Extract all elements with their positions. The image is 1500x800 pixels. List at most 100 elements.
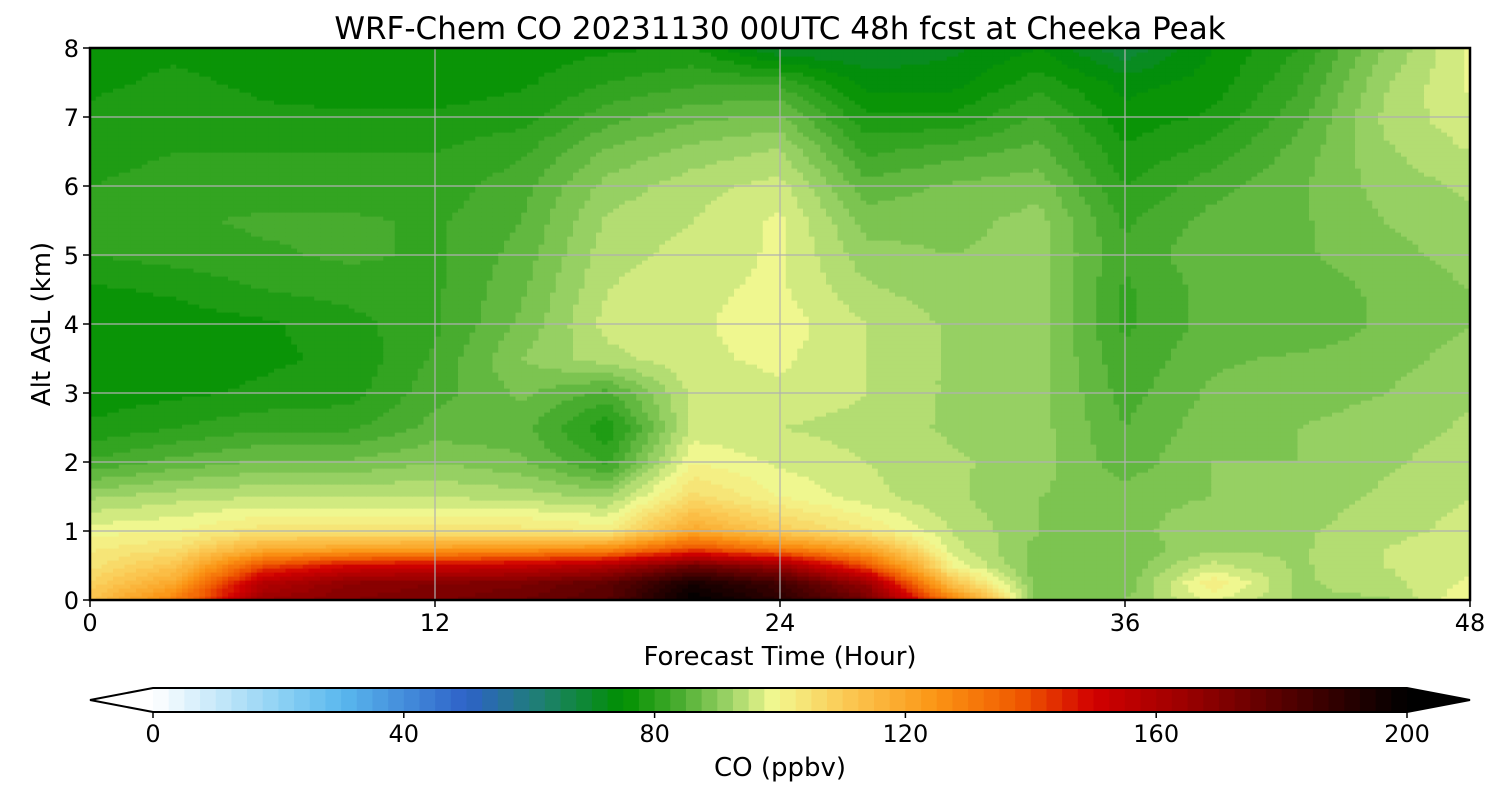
heatmap-cell — [1177, 568, 1183, 573]
heatmap-cell — [1401, 544, 1407, 549]
heatmap-cell — [159, 552, 165, 557]
heatmap-cell — [1430, 544, 1436, 549]
heatmap-cell — [855, 576, 861, 581]
heatmap-cell — [861, 592, 867, 597]
heatmap-cell — [372, 588, 378, 593]
heatmap-cell — [953, 548, 959, 553]
heatmap-cell — [360, 592, 366, 597]
heatmap-cell — [326, 544, 332, 549]
heatmap-cell — [602, 560, 608, 565]
heatmap-cell — [1102, 568, 1108, 573]
heatmap-cell — [1091, 572, 1097, 577]
heatmap-cell — [1275, 564, 1281, 569]
heatmap-cell — [314, 556, 320, 561]
heatmap-cell — [320, 556, 326, 561]
heatmap-cell — [1332, 580, 1338, 585]
heatmap-cell — [1367, 544, 1373, 549]
heatmap-cell — [263, 592, 269, 597]
heatmap-cell — [1142, 580, 1148, 585]
heatmap-cell — [96, 540, 102, 545]
heatmap-cell — [1430, 576, 1436, 581]
heatmap-cell — [217, 560, 223, 565]
heatmap-cell — [999, 548, 1005, 553]
heatmap-cell — [1246, 588, 1252, 593]
heatmap-cell — [349, 588, 355, 593]
heatmap-cell — [481, 576, 487, 581]
heatmap-cell — [648, 584, 654, 589]
heatmap-cell — [970, 576, 976, 581]
heatmap-cell — [602, 544, 608, 549]
heatmap-cell — [970, 552, 976, 557]
heatmap-cell — [280, 580, 286, 585]
heatmap-cell — [470, 592, 476, 597]
heatmap-cell — [360, 572, 366, 577]
heatmap-cell — [1194, 592, 1200, 597]
heatmap-cell — [136, 568, 142, 573]
heatmap-cell — [1062, 580, 1068, 585]
heatmap-cell — [1395, 584, 1401, 589]
heatmap-cell — [1384, 588, 1390, 593]
heatmap-cell — [642, 548, 648, 553]
heatmap-cell — [159, 580, 165, 585]
heatmap-cell — [217, 544, 223, 549]
heatmap-cell — [1257, 540, 1263, 545]
heatmap-cell — [613, 588, 619, 593]
heatmap-cell — [999, 564, 1005, 569]
heatmap-cell — [470, 560, 476, 565]
heatmap-cell — [999, 576, 1005, 581]
heatmap-cell — [539, 564, 545, 569]
heatmap-cell — [1062, 552, 1068, 557]
heatmap-cell — [826, 576, 832, 581]
heatmap-cell — [360, 564, 366, 569]
heatmap-cell — [803, 568, 809, 573]
heatmap-cell — [1372, 584, 1378, 589]
heatmap-cell — [556, 572, 562, 577]
heatmap-cell — [1004, 576, 1010, 581]
heatmap-cell — [487, 572, 493, 577]
heatmap-cell — [780, 568, 786, 573]
heatmap-cell — [412, 540, 418, 545]
heatmap-cell — [625, 580, 631, 585]
heatmap-cell — [866, 584, 872, 589]
heatmap-cell — [1252, 584, 1258, 589]
heatmap-cell — [1073, 572, 1079, 577]
heatmap-cell — [734, 560, 740, 565]
heatmap-cell — [671, 544, 677, 549]
heatmap-cell — [1004, 588, 1010, 593]
heatmap-cell — [901, 540, 907, 545]
heatmap-cell — [1165, 548, 1171, 553]
heatmap-cell — [1154, 580, 1160, 585]
heatmap-cell — [677, 568, 683, 573]
heatmap-cell — [573, 580, 579, 585]
heatmap-cell — [717, 576, 723, 581]
heatmap-cell — [1183, 568, 1189, 573]
heatmap-cell — [510, 580, 516, 585]
heatmap-cell — [1349, 564, 1355, 569]
heatmap-cell — [734, 540, 740, 545]
heatmap-cell — [1246, 552, 1252, 557]
heatmap-cell — [96, 544, 102, 549]
heatmap-cell — [136, 572, 142, 577]
heatmap-cell — [510, 556, 516, 561]
heatmap-cell — [1171, 552, 1177, 557]
heatmap-cell — [1108, 576, 1114, 581]
heatmap-cell — [136, 564, 142, 569]
heatmap-cell — [619, 544, 625, 549]
heatmap-cell — [1062, 592, 1068, 597]
heatmap-cell — [142, 548, 148, 553]
heatmap-cell — [625, 544, 631, 549]
heatmap-cell — [1321, 572, 1327, 577]
heatmap-cell — [636, 568, 642, 573]
heatmap-cell — [1447, 584, 1453, 589]
heatmap-cell — [855, 540, 861, 545]
heatmap-cell — [941, 552, 947, 557]
heatmap-cell — [958, 544, 964, 549]
heatmap-cell — [1349, 544, 1355, 549]
heatmap-cell — [171, 548, 177, 553]
heatmap-cell — [527, 572, 533, 577]
heatmap-cell — [303, 552, 309, 557]
heatmap-cell — [642, 560, 648, 565]
heatmap-cell — [1344, 572, 1350, 577]
heatmap-cell — [1367, 592, 1373, 597]
heatmap-cell — [504, 576, 510, 581]
